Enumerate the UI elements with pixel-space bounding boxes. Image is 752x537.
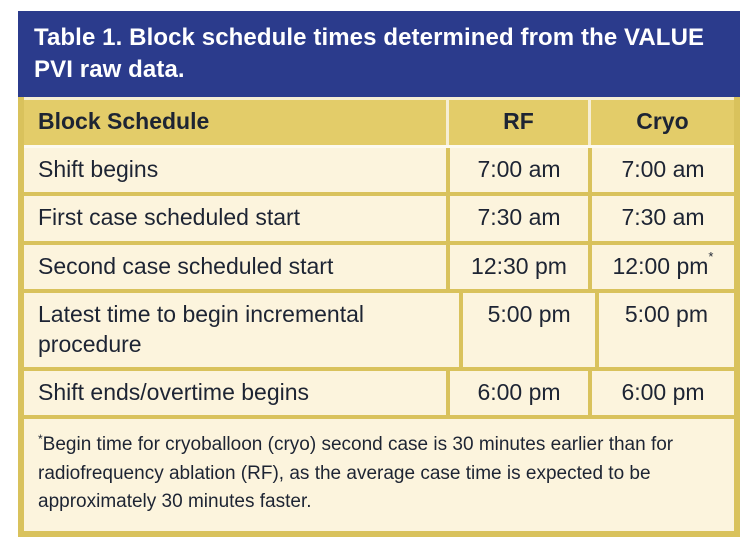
table-row: Second case scheduled start 12:30 pm 12:…	[24, 240, 734, 290]
row-label-cell: Second case scheduled start	[38, 252, 334, 279]
cryo-value-cell: 7:00 am	[588, 147, 734, 193]
column-header-rf: RF	[446, 100, 588, 145]
cryo-value: 5:00 pm	[624, 301, 708, 328]
column-header-block-schedule: Block Schedule	[38, 108, 210, 135]
table-title: Table 1. Block schedule times determined…	[18, 11, 740, 98]
rf-value-cell: 6:00 pm	[446, 370, 588, 416]
rf-value-cell: 5:00 pm	[459, 293, 594, 367]
cryo-value-cell: 5:00 pm	[594, 293, 734, 367]
table-footnote: *Begin time for cryoballoon (cryo) secon…	[24, 415, 734, 531]
table-grid: Block Schedule RF Cryo Shift begins 7:00…	[18, 97, 740, 537]
footnote-marker: *	[38, 432, 43, 447]
rf-value-cell: 12:30 pm	[446, 244, 588, 290]
table-row: Shift ends/overtime begins 6:00 pm 6:00 …	[24, 366, 734, 416]
rf-value-cell: 7:00 am	[446, 147, 588, 193]
rf-value-cell: 7:30 am	[446, 196, 588, 241]
row-label-cell: Latest time to begin incremental procedu…	[38, 301, 365, 357]
column-header-cryo: Cryo	[588, 100, 734, 145]
block-schedule-table: Table 1. Block schedule times determined…	[18, 11, 740, 537]
cryo-value-cell: 12:00 pm*	[588, 244, 734, 290]
table-row: Shift begins 7:00 am 7:00 am	[24, 144, 734, 193]
cryo-value-cell: 6:00 pm	[588, 370, 734, 416]
table-row: First case scheduled start 7:30 am 7:30 …	[24, 192, 734, 241]
footnote-marker: *	[708, 248, 714, 264]
cryo-value: 7:30 am	[621, 204, 705, 231]
row-label-cell: Shift ends/overtime begins	[38, 378, 310, 405]
table-header-row: Block Schedule RF Cryo	[24, 97, 734, 145]
table-row: Latest time to begin incremental procedu…	[24, 289, 734, 367]
cryo-value: 12:00 pm	[612, 252, 709, 279]
cryo-value: 6:00 pm	[621, 378, 705, 405]
footnote-text: Begin time for cryoballoon (cryo) second…	[38, 434, 674, 513]
row-label-cell: Shift begins	[38, 155, 159, 182]
cryo-value: 7:00 am	[621, 155, 705, 182]
row-label-cell: First case scheduled start	[38, 204, 301, 231]
cryo-value-cell: 7:30 am	[588, 196, 734, 241]
